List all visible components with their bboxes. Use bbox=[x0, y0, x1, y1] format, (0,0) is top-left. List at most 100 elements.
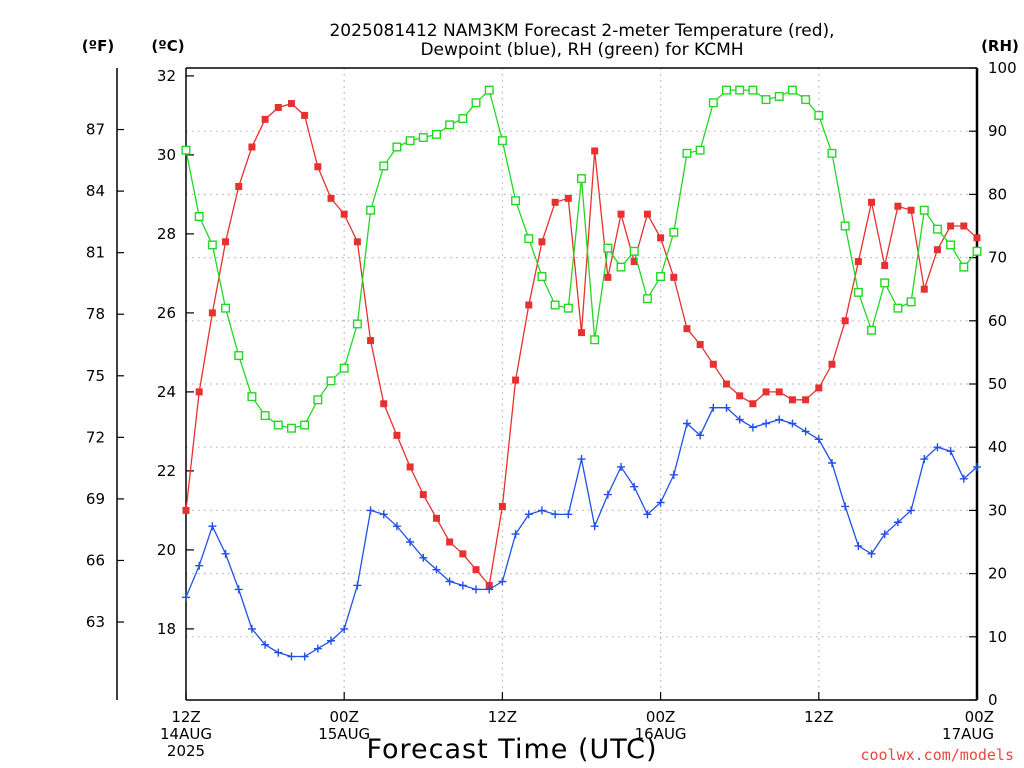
data-point-marker bbox=[841, 502, 850, 511]
data-point-marker bbox=[854, 258, 862, 266]
data-point-marker bbox=[247, 624, 256, 633]
data-point-marker bbox=[181, 145, 191, 155]
data-point-marker bbox=[313, 644, 322, 653]
data-point-marker bbox=[788, 396, 796, 404]
data-point-marker bbox=[234, 585, 243, 594]
celsius-tick-label: 26 bbox=[157, 304, 176, 322]
rh-tick-label: 80 bbox=[988, 185, 1007, 203]
data-point-marker bbox=[893, 303, 903, 313]
celsius-unit-label: (ºC) bbox=[151, 37, 184, 55]
data-point-marker bbox=[748, 85, 758, 95]
x-tick-label: 15AUG bbox=[318, 725, 370, 743]
data-point-marker bbox=[207, 240, 217, 250]
fahrenheit-tick-label: 81 bbox=[86, 244, 105, 262]
data-point-marker bbox=[801, 427, 810, 436]
data-point-marker bbox=[405, 136, 415, 146]
rh-tick-label: 90 bbox=[988, 122, 1007, 140]
data-point-marker bbox=[564, 194, 572, 202]
fahrenheit-tick-label: 69 bbox=[86, 490, 105, 508]
data-point-marker bbox=[578, 329, 585, 337]
data-point-marker bbox=[880, 530, 889, 539]
data-point-marker bbox=[459, 550, 467, 558]
rh-tick-label: 100 bbox=[988, 59, 1017, 77]
fahrenheit-tick-label: 87 bbox=[86, 121, 105, 139]
data-point-marker bbox=[932, 224, 942, 234]
data-point-marker bbox=[314, 163, 322, 171]
data-point-marker bbox=[472, 585, 481, 594]
data-point-marker bbox=[946, 447, 955, 456]
data-point-marker bbox=[458, 114, 468, 124]
data-point-marker bbox=[828, 360, 836, 368]
fahrenheit-tick-label: 66 bbox=[86, 551, 105, 569]
data-point-marker bbox=[972, 246, 982, 256]
fahrenheit-tick-label: 63 bbox=[86, 613, 105, 631]
celsius-tick-label: 28 bbox=[157, 225, 176, 243]
data-point-marker bbox=[749, 400, 757, 408]
data-point-marker bbox=[775, 415, 784, 424]
data-point-marker bbox=[907, 206, 915, 214]
data-point-marker bbox=[894, 202, 902, 210]
rh-tick-label: 30 bbox=[988, 501, 1007, 519]
data-point-marker bbox=[815, 384, 823, 392]
data-point-marker bbox=[313, 395, 323, 405]
data-point-marker bbox=[538, 238, 546, 246]
data-point-marker bbox=[788, 419, 797, 428]
data-point-marker bbox=[392, 522, 401, 531]
data-point-marker bbox=[260, 411, 270, 421]
data-point-marker bbox=[195, 561, 204, 570]
data-point-marker bbox=[907, 506, 916, 515]
data-point-marker bbox=[814, 435, 823, 444]
data-point-marker bbox=[393, 431, 401, 439]
data-point-marker bbox=[484, 85, 494, 95]
data-point-marker bbox=[340, 210, 348, 218]
fahrenheit-tick-label: 84 bbox=[86, 182, 105, 200]
data-point-marker bbox=[300, 652, 309, 661]
data-point-marker bbox=[893, 518, 902, 527]
data-point-marker bbox=[339, 363, 349, 373]
data-point-marker bbox=[497, 136, 507, 146]
data-point-marker bbox=[419, 491, 427, 499]
rh-tick-label: 60 bbox=[988, 312, 1007, 330]
data-point-marker bbox=[736, 392, 744, 400]
credit-label: coolwx.com/models bbox=[860, 746, 1014, 764]
data-point-marker bbox=[841, 317, 849, 325]
data-point-marker bbox=[537, 272, 547, 282]
data-point-marker bbox=[524, 510, 533, 519]
data-point-marker bbox=[406, 463, 414, 471]
celsius-tick-label: 32 bbox=[157, 67, 176, 85]
data-point-marker bbox=[445, 577, 454, 586]
data-point-marker bbox=[366, 506, 375, 515]
data-point-marker bbox=[669, 470, 678, 479]
data-point-marker bbox=[352, 319, 362, 329]
data-point-marker bbox=[379, 161, 389, 171]
x-tick-label: 16AUG bbox=[635, 725, 687, 743]
data-point-marker bbox=[286, 423, 296, 433]
data-point-marker bbox=[854, 541, 863, 550]
x-tick-label: 00Z bbox=[330, 708, 359, 726]
data-point-marker bbox=[326, 376, 336, 386]
data-point-marker bbox=[274, 648, 283, 657]
data-point-marker bbox=[182, 593, 190, 602]
data-point-marker bbox=[301, 111, 309, 119]
data-point-marker bbox=[234, 351, 244, 361]
data-point-marker bbox=[880, 278, 890, 288]
data-point-marker bbox=[287, 652, 296, 661]
data-point-marker bbox=[195, 388, 203, 396]
data-point-marker bbox=[960, 222, 968, 230]
data-point-marker bbox=[933, 443, 942, 452]
fahrenheit-tick-label: 75 bbox=[86, 367, 105, 385]
data-point-marker bbox=[273, 420, 283, 430]
data-point-marker bbox=[247, 392, 257, 402]
data-point-marker bbox=[208, 522, 217, 531]
data-point-marker bbox=[551, 510, 560, 519]
data-point-marker bbox=[418, 133, 428, 143]
data-point-marker bbox=[525, 301, 533, 309]
data-point-marker bbox=[827, 459, 836, 467]
data-point-marker bbox=[617, 210, 625, 218]
data-point-marker bbox=[471, 98, 481, 108]
chart-title-line-2: Dewpoint (blue), RH (green) for KCMH bbox=[420, 40, 743, 60]
data-point-marker bbox=[537, 506, 546, 515]
data-point-marker bbox=[709, 403, 718, 412]
x-tick-label: 12Z bbox=[488, 708, 517, 726]
